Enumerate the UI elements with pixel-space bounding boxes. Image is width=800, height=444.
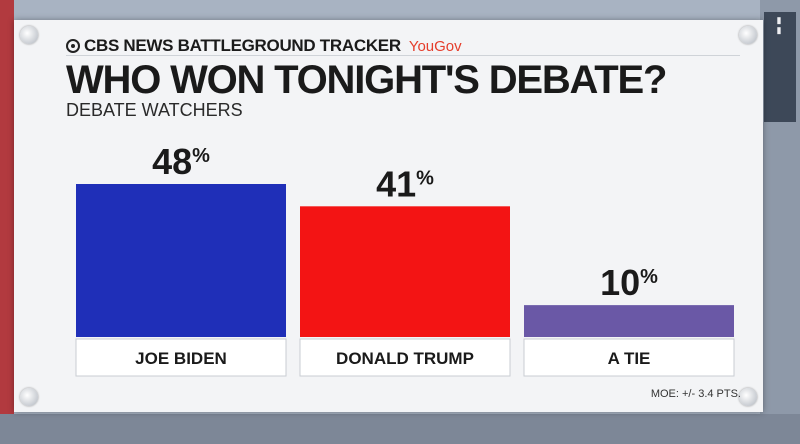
background-left-strip: [0, 0, 14, 444]
margin-of-error: MOE: +/- 3.4 PTS.: [650, 388, 741, 400]
chart-title: WHO WON TONIGHT'S DEBATE?: [66, 58, 667, 102]
partner-label: YouGov: [408, 37, 462, 55]
category-box: [523, 338, 735, 377]
category-box: [299, 338, 511, 377]
data-label-suffix: %: [192, 145, 210, 167]
watermark-logo: ▮▮: [764, 12, 796, 122]
header-line: CBS NEWS BATTLEGROUND TRACKER YouGov: [66, 36, 462, 56]
background-bottom-strip: [0, 414, 800, 444]
bar-chart: 48% JOE BIDEN 41% DONALD TRUMP 10% A TIE: [75, 141, 735, 377]
data-label-suffix: %: [416, 167, 434, 189]
data-label: 48%: [152, 141, 210, 182]
screw-icon: [739, 388, 757, 406]
screw-icon: [20, 388, 38, 406]
bar-2: [300, 206, 510, 337]
chart-subtitle: DEBATE WATCHERS: [66, 100, 243, 120]
data-label: 41%: [376, 163, 434, 204]
screw-icon: [739, 26, 757, 44]
data-label-suffix: %: [640, 266, 658, 288]
category-label: JOE BIDEN: [135, 349, 227, 368]
screw-icon: [20, 26, 38, 44]
graphic-panel: CBS NEWS BATTLEGROUND TRACKER YouGov WHO…: [14, 20, 763, 412]
header-divider: [66, 55, 740, 56]
cbs-eye-icon: [66, 39, 80, 53]
category-box: [75, 338, 287, 377]
category-label: DONALD TRUMP: [336, 349, 474, 368]
category-label: A TIE: [608, 349, 651, 368]
bar-1: [76, 184, 286, 337]
brand-label: CBS NEWS BATTLEGROUND TRACKER: [84, 36, 401, 55]
data-label: 10%: [600, 262, 658, 303]
bar-3: [524, 305, 734, 337]
